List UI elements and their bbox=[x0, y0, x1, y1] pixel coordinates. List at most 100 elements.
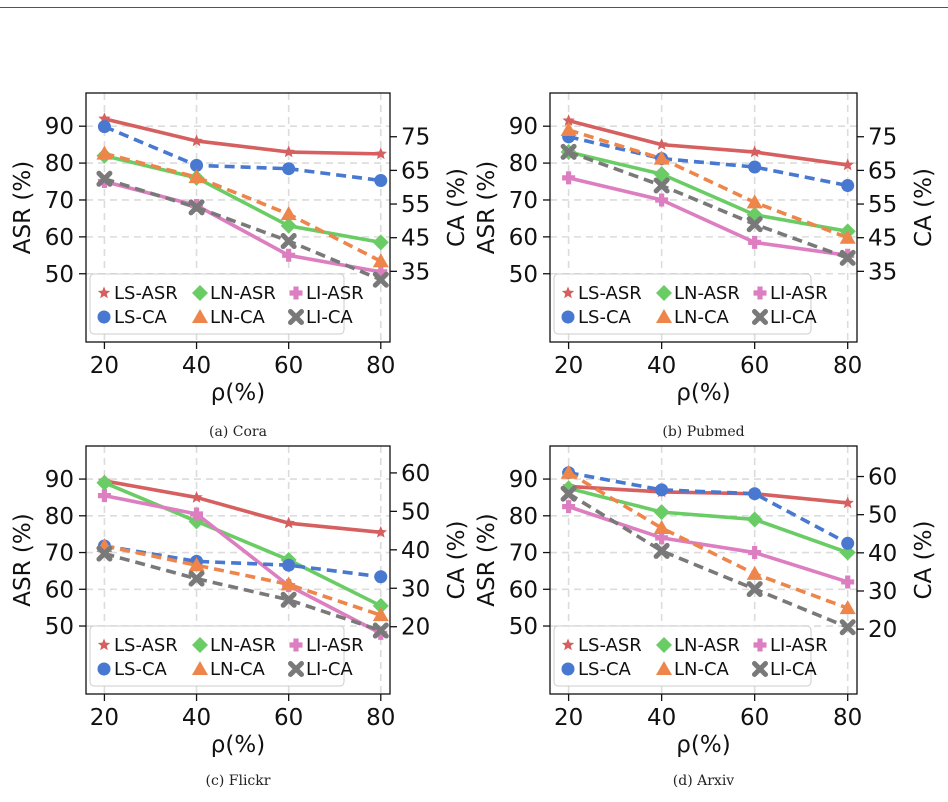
legend-label-ln-ca: LN-CA bbox=[674, 659, 730, 680]
point-ls-asr bbox=[841, 496, 854, 509]
x-tick-label: 20 bbox=[90, 705, 119, 731]
chart-panel-1: 20 40 60 80 50 60 70 80 90 35 45 55 65 75 ρ(%) ASR (%) C… bbox=[10, 92, 470, 440]
y-left-tick-label: 70 bbox=[45, 541, 74, 567]
point-ln-asr bbox=[839, 544, 856, 561]
y-left-tick-label: 60 bbox=[509, 577, 538, 603]
x-tick-label: 40 bbox=[182, 705, 211, 731]
y-right-axis-label: CA (%) bbox=[444, 168, 470, 247]
legend-label-ln-ca: LN-CA bbox=[674, 307, 730, 328]
point-li-ca bbox=[746, 216, 763, 233]
legend-box bbox=[89, 273, 345, 335]
y-right-tick-label: 55 bbox=[868, 192, 897, 218]
legend-label-ln-asr: LN-ASR bbox=[674, 635, 740, 656]
x-tick-label: 60 bbox=[274, 353, 303, 379]
legend-marker-ls-asr bbox=[561, 286, 575, 299]
series-line-ls-asr bbox=[104, 479, 381, 535]
legend-marker-li-asr bbox=[289, 286, 303, 300]
point-ln-ca bbox=[188, 169, 205, 184]
legend-box bbox=[553, 625, 812, 687]
point-li-asr bbox=[562, 171, 576, 185]
legend-label-ln-asr: LN-ASR bbox=[674, 283, 740, 304]
point-li-ca bbox=[839, 249, 856, 266]
point-ls-ca bbox=[748, 160, 762, 174]
point-ls-asr bbox=[190, 490, 203, 503]
point-li-ca bbox=[188, 199, 205, 216]
point-ls-ca bbox=[655, 483, 669, 497]
y-left-tick-label: 50 bbox=[45, 262, 74, 288]
legend: LS-ASR LN-ASR LI-ASR LS-CA LN-CA LI-CA bbox=[89, 625, 364, 687]
point-ln-ca bbox=[188, 557, 205, 572]
point-li-ca bbox=[560, 143, 577, 160]
point-ls-ca bbox=[282, 162, 296, 176]
legend-marker-ls-ca bbox=[97, 662, 111, 676]
point-ln-ca bbox=[96, 145, 113, 160]
legend-marker-ls-ca bbox=[561, 310, 575, 324]
chart-panel-2: 20 40 60 80 50 60 70 80 90 35 45 55 65 75 ρ(%) ASR (%) C… bbox=[474, 92, 937, 440]
point-ls-asr bbox=[282, 516, 295, 529]
series-line-ls-ca bbox=[104, 544, 382, 579]
point-ln-ca bbox=[839, 229, 856, 244]
y-right-tick-label: 60 bbox=[868, 465, 897, 491]
y-left-axis-label: ASR (%) bbox=[10, 513, 36, 606]
y-right-tick-label: 30 bbox=[868, 579, 897, 605]
point-ls-ca bbox=[190, 158, 204, 172]
legend-marker-ls-asr bbox=[97, 638, 111, 651]
legend-label-li-ca: LI-CA bbox=[770, 659, 817, 680]
y-left-tick-label: 90 bbox=[45, 114, 74, 140]
series-line-li-ca bbox=[567, 150, 849, 260]
legend-label-ls-asr: LS-ASR bbox=[578, 283, 642, 304]
legend-label-li-ca: LI-CA bbox=[306, 307, 353, 328]
series-line-ls-asr bbox=[568, 484, 848, 505]
point-ls-ca bbox=[282, 558, 296, 572]
x-tick-label: 60 bbox=[740, 353, 769, 379]
point-ls-asr bbox=[374, 525, 387, 538]
point-li-asr bbox=[748, 235, 762, 249]
legend-label-ls-asr: LS-ASR bbox=[114, 635, 178, 656]
y-right-tick-label: 55 bbox=[401, 192, 430, 218]
point-ln-asr bbox=[280, 217, 297, 234]
legend-label-ln-asr: LN-ASR bbox=[210, 635, 276, 656]
y-right-tick-label: 40 bbox=[868, 541, 897, 567]
point-ln-ca bbox=[653, 520, 670, 535]
legend-marker-ls-ca bbox=[561, 662, 575, 676]
point-ls-asr bbox=[655, 138, 668, 150]
y-right-tick-label: 20 bbox=[401, 615, 430, 641]
point-li-asr bbox=[748, 546, 762, 560]
legend-marker-li-ca bbox=[752, 309, 768, 325]
y-left-tick-label: 50 bbox=[509, 614, 538, 640]
legend-label-li-asr: LI-ASR bbox=[770, 283, 828, 304]
point-ln-ca bbox=[372, 253, 389, 268]
series-line-ln-asr bbox=[568, 150, 849, 234]
x-tick-label: 20 bbox=[90, 353, 119, 379]
y-right-tick-label: 65 bbox=[401, 158, 430, 184]
y-right-tick-label: 75 bbox=[401, 125, 430, 151]
x-axis-label: ρ(%) bbox=[211, 732, 265, 758]
point-li-ca bbox=[839, 619, 856, 636]
legend-label-ln-ca: LN-CA bbox=[210, 307, 266, 328]
y-left-tick-label: 50 bbox=[509, 262, 538, 288]
legend-marker-ln-asr bbox=[192, 285, 208, 301]
point-ls-asr bbox=[748, 145, 761, 158]
point-ls-ca bbox=[841, 536, 855, 550]
top-rule bbox=[0, 7, 948, 8]
point-li-ca bbox=[280, 591, 297, 608]
y-left-tick-label: 70 bbox=[45, 188, 74, 214]
point-ln-ca bbox=[560, 464, 577, 479]
series-line-ls-ca bbox=[568, 470, 849, 545]
panel-caption: (b) Pubmed bbox=[662, 424, 744, 440]
series-line-li-asr bbox=[104, 493, 382, 635]
series-line-li-ca bbox=[567, 492, 849, 629]
y-right-axis-label: CA (%) bbox=[444, 521, 470, 600]
point-li-ca bbox=[372, 622, 389, 639]
legend-marker-ln-ca bbox=[192, 309, 208, 323]
point-li-asr bbox=[97, 489, 111, 503]
legend-label-li-asr: LI-ASR bbox=[306, 283, 364, 304]
point-li-ca bbox=[653, 177, 670, 194]
legend-marker-ln-ca bbox=[192, 661, 208, 675]
x-tick-label: 80 bbox=[366, 353, 395, 379]
point-ln-ca bbox=[560, 122, 577, 137]
x-tick-label: 20 bbox=[554, 705, 583, 731]
point-ln-asr bbox=[372, 234, 389, 251]
point-ls-asr bbox=[282, 145, 295, 158]
